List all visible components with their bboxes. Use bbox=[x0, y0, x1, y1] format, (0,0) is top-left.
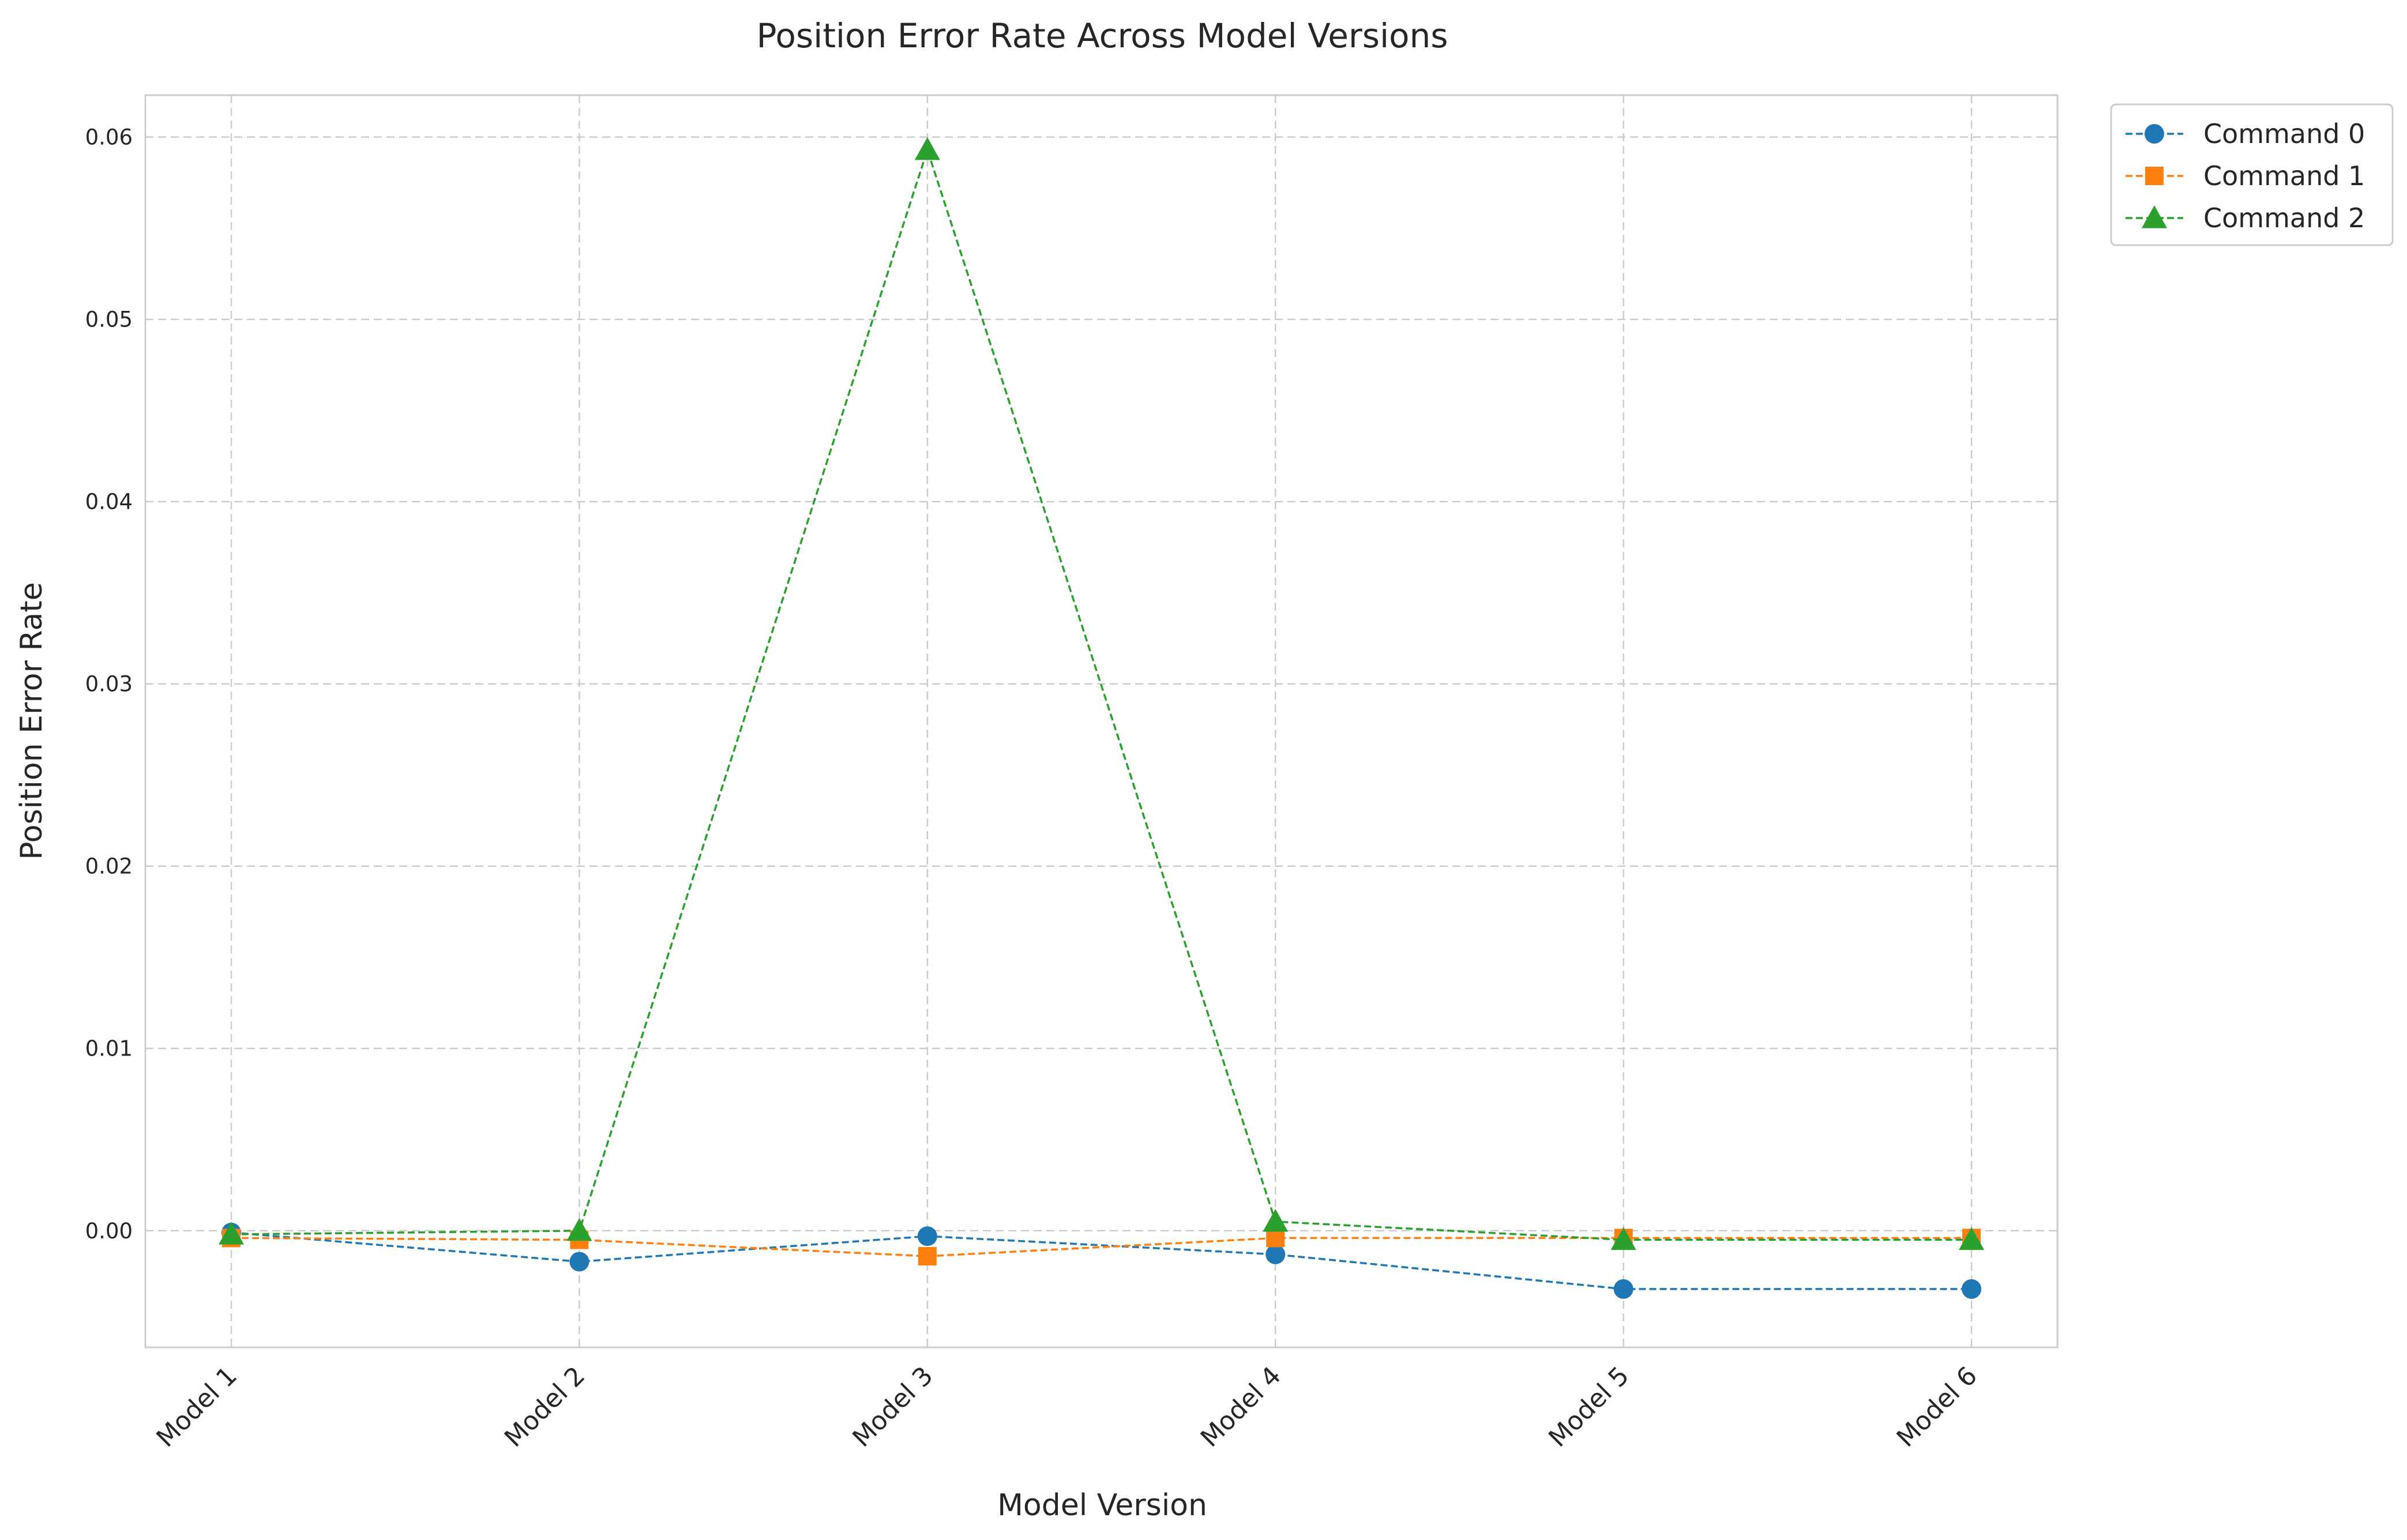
data-point bbox=[1266, 1229, 1285, 1248]
data-point bbox=[1962, 1279, 1981, 1299]
x-tick-label: Model 3 bbox=[847, 1361, 938, 1453]
legend-label: Command 1 bbox=[2203, 160, 2365, 191]
data-point bbox=[1613, 1279, 1634, 1299]
x-tick-label: Model 1 bbox=[151, 1361, 243, 1453]
y-tick-label: 0.03 bbox=[85, 672, 133, 697]
y-tick-label: 0.01 bbox=[85, 1036, 133, 1061]
legend-item: Command 2 bbox=[2126, 202, 2365, 234]
x-tick-label: Model 2 bbox=[499, 1361, 591, 1453]
data-point bbox=[566, 1218, 592, 1241]
y-tick-label: 0.00 bbox=[85, 1219, 133, 1244]
x-tick-label: Model 5 bbox=[1543, 1361, 1635, 1453]
y-tick-label: 0.06 bbox=[85, 125, 133, 150]
series-2 bbox=[219, 137, 1984, 1250]
data-point bbox=[918, 1246, 937, 1265]
legend-marker bbox=[2145, 167, 2164, 185]
y-axis-label: Position Error Rate bbox=[14, 582, 49, 860]
data-point bbox=[569, 1252, 589, 1272]
series-line bbox=[231, 147, 1972, 1241]
y-tick-label: 0.04 bbox=[85, 490, 133, 514]
chart-title: Position Error Rate Across Model Version… bbox=[756, 16, 1448, 55]
plot-area bbox=[144, 94, 2059, 1349]
grid bbox=[145, 95, 2057, 1347]
y-tick-label: 0.05 bbox=[85, 307, 133, 332]
series-layer bbox=[219, 137, 1984, 1299]
legend-marker bbox=[2142, 205, 2167, 228]
x-axis-label: Model Version bbox=[997, 1488, 1207, 1523]
legend: Command 0 Command 1 Command 2 bbox=[2110, 103, 2394, 246]
legend-label: Command 0 bbox=[2203, 118, 2365, 149]
data-point bbox=[1959, 1227, 1984, 1250]
x-tick-label: Model 6 bbox=[1891, 1361, 1983, 1453]
data-point bbox=[1610, 1227, 1636, 1250]
legend-label: Command 2 bbox=[2203, 202, 2365, 234]
x-tick-label: Model 4 bbox=[1195, 1361, 1287, 1453]
data-point bbox=[219, 1222, 244, 1245]
series-line bbox=[231, 1231, 1972, 1290]
legend-item: Command 0 bbox=[2126, 118, 2365, 149]
y-axis-ticks: 0.00 0.01 0.02 0.03 0.04 0.05 0.06 bbox=[85, 125, 133, 1244]
data-point bbox=[1263, 1208, 1289, 1232]
y-tick-label: 0.02 bbox=[85, 854, 133, 879]
series-0 bbox=[221, 1222, 1981, 1299]
data-point bbox=[914, 137, 940, 160]
data-point bbox=[1266, 1244, 1286, 1264]
x-axis-ticks: Model 1 Model 2 Model 3 Model 4 Model 5 Model… bbox=[151, 1361, 1983, 1453]
legend-item: Command 1 bbox=[2126, 160, 2365, 191]
legend-marker bbox=[2145, 124, 2164, 144]
legend-frame bbox=[2110, 103, 2394, 246]
data-point bbox=[917, 1226, 937, 1246]
